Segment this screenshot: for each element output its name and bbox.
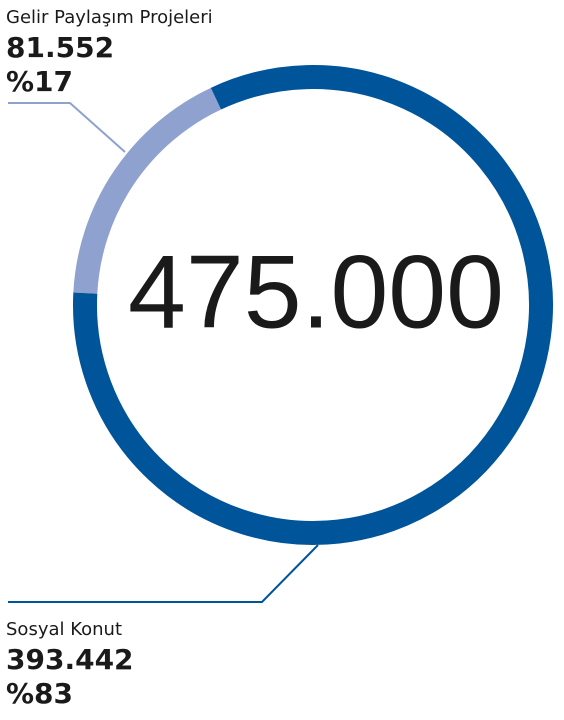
donut-slice (73, 65, 553, 545)
category-label: Gelir Paylaşım Projeleri (6, 7, 213, 28)
value-label: 393.442 (6, 643, 134, 676)
value-label: 81.552 (6, 31, 114, 64)
category-label: Sosyal Konut (6, 619, 122, 640)
donut-slice (73, 87, 222, 294)
leader-line (8, 544, 319, 603)
leader-line (8, 102, 126, 153)
percent-label: %17 (6, 65, 73, 98)
percent-label: %83 (6, 677, 73, 710)
center-label: 475.000 (128, 234, 504, 350)
